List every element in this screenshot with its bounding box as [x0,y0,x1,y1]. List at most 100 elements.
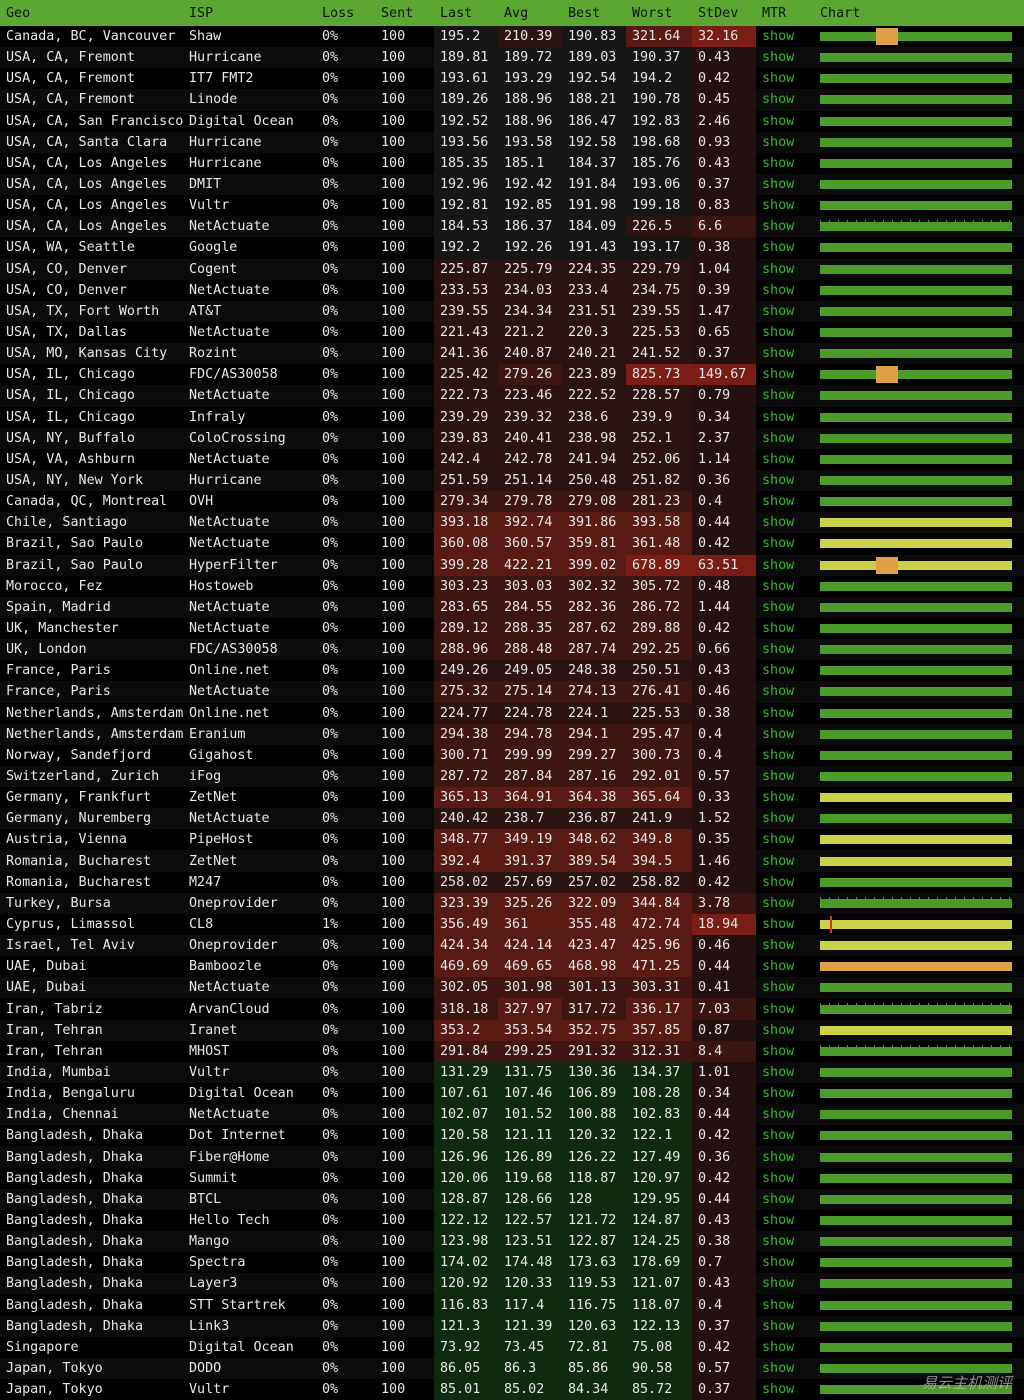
cell-avg: 238.7 [498,808,562,830]
mtr-show-link[interactable]: show [756,1083,814,1105]
mtr-show-link[interactable]: show [756,1188,814,1210]
mtr-show-link[interactable]: show [756,871,814,893]
cell-sent: 100 [375,850,434,872]
mtr-show-link[interactable]: show [756,1379,814,1400]
mtr-show-link[interactable]: show [756,1273,814,1295]
mtr-show-link[interactable]: show [756,1104,814,1126]
mtr-show-link[interactable]: show [756,977,814,999]
mtr-show-link[interactable]: show [756,448,814,470]
mtr-show-link[interactable]: show [756,660,814,682]
mtr-show-link[interactable]: show [756,195,814,217]
mtr-show-link[interactable]: show [756,744,814,766]
mtr-show-link[interactable]: show [756,787,814,809]
mtr-show-link[interactable]: show [756,512,814,534]
mtr-show-link[interactable]: show [756,279,814,301]
cell-avg: 288.35 [498,617,562,640]
mtr-show-link[interactable]: show [756,681,814,703]
mtr-show-link[interactable]: show [756,1209,814,1232]
cell-stdev: 0.35 [692,829,756,851]
cell-avg: 192.26 [498,237,562,259]
mtr-show-link[interactable]: show [756,491,814,513]
mtr-show-link[interactable]: show [756,533,814,555]
mtr-show-link[interactable]: show [756,1167,814,1189]
cell-stdev: 63.51 [692,554,756,576]
mtr-show-link[interactable]: show [756,68,814,90]
mtr-show-link[interactable]: show [756,1357,814,1379]
mtr-show-link[interactable]: show [756,702,814,724]
header-last[interactable]: Last [434,0,498,26]
mtr-show-link[interactable]: show [756,427,814,449]
header-stdev[interactable]: StDev [692,0,756,26]
cell-sent: 100 [375,1040,434,1062]
table-row: France, Paris Online.net 0% 100 249.26 249.05… [0,660,1024,682]
mtr-show-link[interactable]: show [756,110,814,132]
mtr-show-link[interactable]: show [756,216,814,238]
mtr-show-link[interactable]: show [756,596,814,618]
mtr-show-link[interactable]: show [756,935,814,957]
mtr-show-link[interactable]: show [756,554,814,576]
mtr-show-link[interactable]: show [756,765,814,788]
cell-sent: 100 [375,68,434,90]
header-worst[interactable]: Worst [626,0,692,26]
header-chart[interactable]: Chart [814,0,1024,26]
mtr-show-link[interactable]: show [756,300,814,322]
mtr-show-link[interactable]: show [756,364,814,386]
header-isp[interactable]: ISP [183,0,316,26]
mtr-show-link[interactable]: show [756,892,814,914]
cell-last: 192.2 [434,237,498,259]
cell-best: 72.81 [562,1336,626,1358]
mtr-show-link[interactable]: show [756,1294,814,1316]
mtr-show-link[interactable]: show [756,1231,814,1253]
header-best[interactable]: Best [562,0,626,26]
mtr-show-link[interactable]: show [756,1061,814,1084]
cell-geo: India, Mumbai [0,1061,183,1084]
mtr-show-link[interactable]: show [756,850,814,872]
mtr-show-link[interactable]: show [756,406,814,428]
cell-stdev: 0.43 [692,47,756,69]
cell-last: 225.87 [434,258,498,280]
latency-bar [820,539,1012,549]
mtr-show-link[interactable]: show [756,575,814,597]
mtr-show-link[interactable]: show [756,639,814,661]
mtr-show-link[interactable]: show [756,321,814,344]
header-avg[interactable]: Avg [498,0,562,26]
mtr-show-link[interactable]: show [756,723,814,745]
cell-worst: 361.48 [626,533,692,555]
mtr-show-link[interactable]: show [756,1252,814,1274]
mtr-show-link[interactable]: show [756,617,814,640]
mtr-show-link[interactable]: show [756,131,814,153]
mtr-show-link[interactable]: show [756,1125,814,1147]
mtr-show-link[interactable]: show [756,1146,814,1168]
mtr-show-link[interactable]: show [756,829,814,851]
header-loss[interactable]: Loss [316,0,375,26]
mtr-show-link[interactable]: show [756,1019,814,1041]
mtr-show-link[interactable]: show [756,1040,814,1062]
header-sent[interactable]: Sent [375,0,434,26]
mtr-show-link[interactable]: show [756,998,814,1020]
mtr-show-link[interactable]: show [756,913,814,936]
mtr-show-link[interactable]: show [756,173,814,196]
cell-chart [814,195,1024,217]
latency-bar [820,1237,1012,1247]
mtr-show-link[interactable]: show [756,152,814,174]
mtr-show-link[interactable]: show [756,469,814,492]
cell-avg: 353.54 [498,1019,562,1041]
header-mtr[interactable]: MTR [756,0,814,26]
mtr-show-link[interactable]: show [756,1336,814,1358]
mtr-show-link[interactable]: show [756,808,814,830]
cell-worst: 303.31 [626,977,692,999]
mtr-show-link[interactable]: show [756,343,814,365]
cell-avg: 193.29 [498,68,562,90]
mtr-show-link[interactable]: show [756,1315,814,1337]
mtr-show-link[interactable]: show [756,26,814,48]
cell-loss: 0% [316,723,375,745]
header-geo[interactable]: Geo [0,0,183,26]
mtr-show-link[interactable]: show [756,89,814,111]
mtr-show-link[interactable]: show [756,237,814,259]
mtr-show-link[interactable]: show [756,956,814,978]
mtr-show-link[interactable]: show [756,47,814,69]
cell-worst: 276.41 [626,681,692,703]
cell-sent: 100 [375,681,434,703]
mtr-show-link[interactable]: show [756,258,814,280]
mtr-show-link[interactable]: show [756,385,814,407]
